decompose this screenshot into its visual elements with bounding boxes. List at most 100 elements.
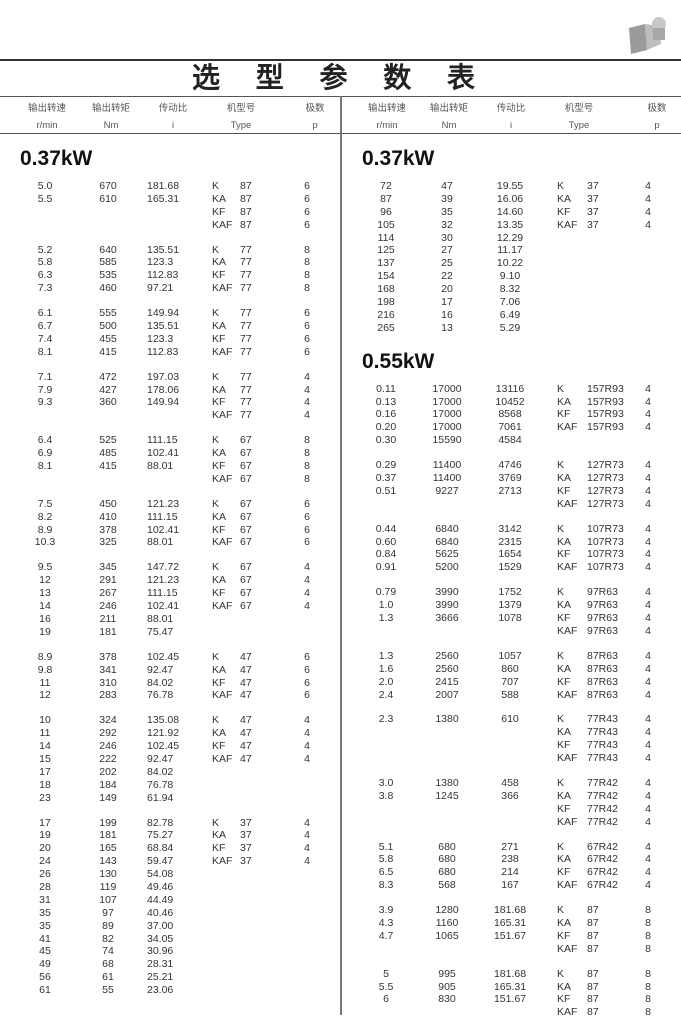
cell-ratio: 54.08 (147, 868, 174, 881)
cell-type-series: KA (557, 916, 572, 929)
cell-poles: 4 (645, 395, 651, 408)
cell-type-series: KF (212, 523, 226, 536)
cell-type-size: 87R63 (587, 649, 618, 662)
cell-type-size: 77R43 (587, 739, 618, 752)
spec-group: 6.4 525 111.15 K 67 8 6.9 485 102.41 KA 67 8 8.1 415 8… (0, 434, 330, 486)
column-header: 输出转速 r/min (24, 100, 70, 134)
cell-poles: 4 (304, 600, 310, 613)
column-header-cn: 极数 (305, 103, 325, 114)
table-row: 0.29 11400 4746 K 127R73 4 (342, 459, 672, 472)
table-row: 15 222 92.47 KAF 47 4 (0, 753, 330, 766)
cell-type-size: 157R93 (587, 382, 624, 395)
cell-type-series: KA (557, 395, 572, 408)
cell-ratio: 111.15 (147, 510, 178, 523)
cell-speed: 2.0 (378, 675, 394, 688)
column-header: 输出转速 r/min (364, 100, 410, 134)
cell-type-size: 47 (240, 676, 252, 689)
cell-type-series: K (557, 180, 565, 192)
table-row: KF 87 6 (0, 206, 330, 219)
cell-torque: 22 (441, 270, 453, 283)
column-header-en: r/min (376, 120, 398, 131)
cell-ratio: 149.94 (147, 307, 180, 320)
cell-type-size: 77 (240, 282, 252, 295)
table-row: 72 47 19.55 K 37 4 (342, 180, 672, 193)
cell-torque: 202 (99, 765, 117, 778)
cell-poles: 4 (304, 561, 310, 574)
cell-torque: 283 (99, 689, 117, 702)
cell-type-series: KAF (212, 345, 233, 358)
cell-torque: 199 (99, 816, 117, 829)
cell-ratio: 102.41 (147, 600, 180, 613)
cell-speed: 9.8 (37, 663, 53, 676)
cell-ratio: 197.03 (147, 370, 180, 383)
cell-poles: 4 (645, 497, 651, 510)
cell-ratio: 28.31 (147, 958, 174, 971)
page-title: 选 型 参 数 表 (191, 62, 490, 93)
cell-speed: 24 (39, 855, 51, 868)
table-row: 23 149 61.94 (0, 792, 330, 805)
table-row: 19 181 75.47 (0, 626, 330, 639)
cell-type-size: 87R63 (587, 688, 618, 701)
cell-type-series: KAF (557, 942, 578, 955)
cell-speed: 8.1 (37, 460, 53, 473)
cell-type-size: 67R42 (587, 853, 618, 866)
cell-ratio: 3142 (498, 522, 522, 535)
cell-torque: 410 (99, 510, 117, 523)
cell-speed: 5.5 (378, 980, 394, 993)
cell-type-series: K (212, 180, 220, 192)
cell-type-size: 87 (240, 180, 252, 192)
cell-poles: 4 (304, 740, 310, 753)
cell-type-series: KAF (557, 218, 578, 231)
cell-ratio: 102.45 (147, 650, 180, 663)
table-row: 0.20 17000 7061 KAF 157R93 4 (342, 421, 672, 434)
cell-type-series: KAF (212, 855, 233, 868)
cell-torque: 555 (99, 307, 117, 320)
table-row: KAF 127R73 4 (342, 498, 672, 511)
cell-type-size: 77R42 (587, 789, 618, 802)
cell-type-series: K (557, 776, 565, 789)
cell-type-series: K (212, 497, 220, 510)
cell-torque: 97 (102, 906, 114, 919)
cell-speed: 15 (39, 752, 51, 765)
spec-group: 7.1 472 197.03 K 77 4 7.9 427 178.06 KA 77 4 9.3 360 1… (0, 371, 330, 423)
column-header-en: i (509, 120, 513, 131)
cell-type-size: 77 (240, 307, 252, 320)
table-row: 3.8 1245 366 KA 77R42 4 (342, 790, 672, 803)
cell-ratio: 19.55 (496, 180, 524, 192)
cell-type-size: 77 (240, 332, 252, 345)
cell-poles: 6 (304, 497, 310, 510)
cell-type-size: 77 (240, 243, 252, 256)
cell-torque: 181 (99, 829, 117, 842)
cell-type-series: KAF (557, 879, 578, 892)
column-header-en: p (312, 120, 318, 131)
cell-type-size: 47 (240, 689, 252, 702)
cell-poles: 4 (645, 484, 651, 497)
cell-torque: 455 (99, 332, 117, 345)
column-header: 传动比 i (488, 100, 534, 134)
cell-ratio: 10452 (495, 395, 525, 408)
cell-type-series: K (212, 370, 220, 383)
cell-ratio: 82.78 (147, 816, 174, 829)
cell-torque: 15590 (432, 434, 462, 447)
cell-poles: 4 (645, 879, 651, 892)
table-row: 4.7 1065 151.67 KF 87 8 (342, 930, 672, 943)
cell-type-size: 77R43 (587, 713, 618, 726)
table-row: 87 39 16.06 KA 37 4 (342, 193, 672, 206)
cell-poles: 8 (645, 916, 651, 929)
cell-ratio: 37.00 (147, 919, 174, 932)
cell-type-size: 67R42 (587, 879, 618, 892)
column-header: 传动比 i (150, 100, 196, 134)
table-row: 4.3 1160 165.31 KA 87 8 (342, 917, 672, 930)
cell-torque: 1380 (435, 713, 459, 726)
cell-type-series: KA (212, 663, 227, 676)
cell-poles: 4 (645, 535, 651, 548)
cell-ratio: 4584 (498, 434, 522, 447)
cell-poles: 4 (645, 408, 651, 421)
cell-type-series: KA (557, 472, 572, 485)
cell-speed: 216 (377, 308, 395, 321)
cell-speed: 45 (39, 945, 51, 958)
cell-type-series: KAF (557, 815, 578, 828)
cell-poles: 8 (645, 993, 651, 1006)
cell-type-series: KAF (212, 752, 233, 765)
cell-type-series: K (557, 840, 565, 853)
